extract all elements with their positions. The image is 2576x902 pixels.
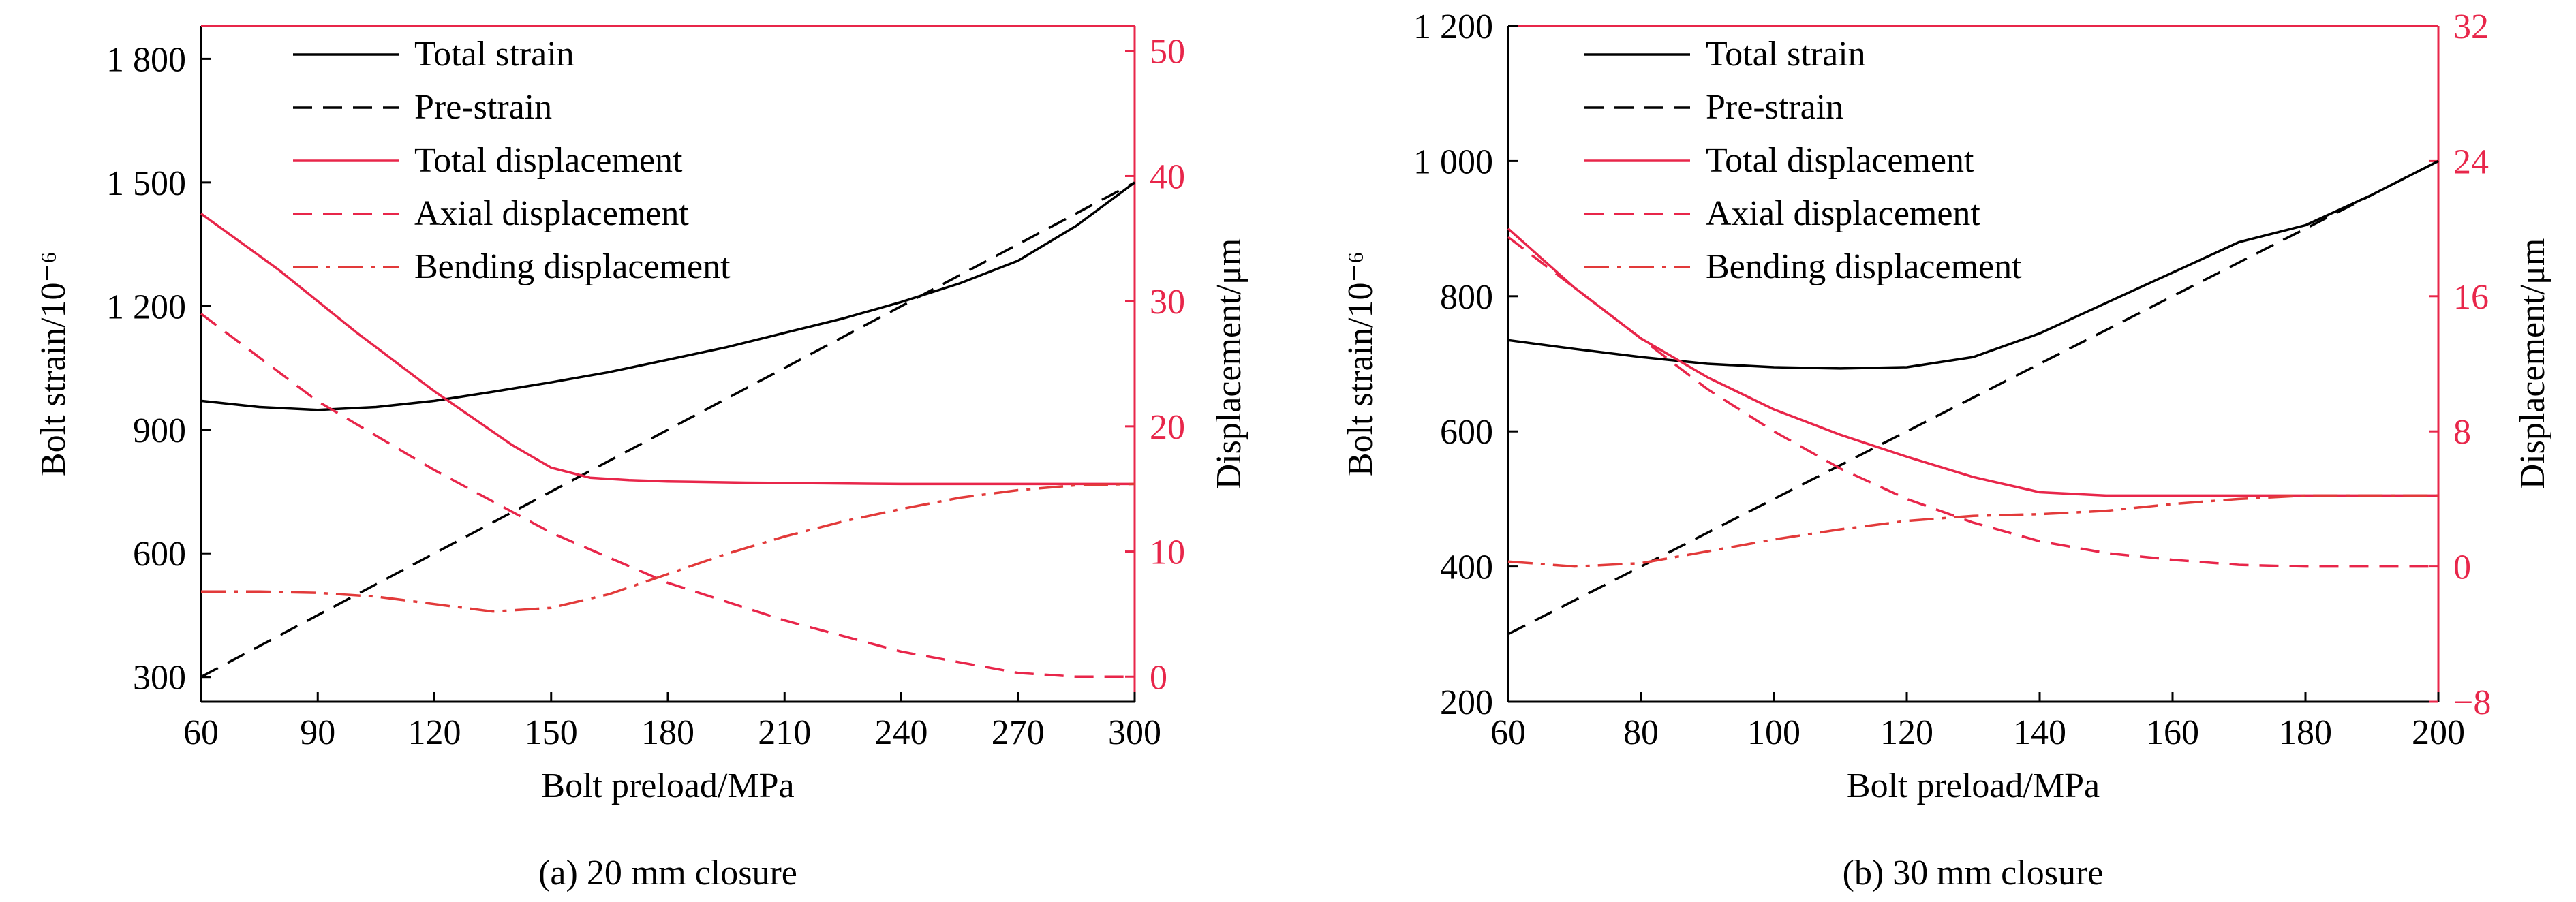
y-right-axis-title: Displacement/μm bbox=[1210, 238, 1248, 490]
x-axis-title: Bolt preload/MPa bbox=[541, 766, 794, 805]
y-right-tick-label: −8 bbox=[2453, 683, 2491, 722]
y-left-tick-label: 900 bbox=[133, 411, 186, 450]
series-pre-strain-line bbox=[200, 181, 1135, 679]
series-bending-displacement-line bbox=[201, 482, 1135, 613]
y-right-tick-label: 50 bbox=[1150, 33, 1185, 72]
y-right-tick-label: 0 bbox=[2453, 548, 2471, 587]
legend: Total strain Pre-strain Total displacement… bbox=[1584, 35, 2022, 286]
y-left-tick-label: 400 bbox=[1440, 548, 1493, 587]
series-axial-displacement-line bbox=[200, 313, 1135, 679]
x-tick-label: 300 bbox=[1108, 713, 1161, 752]
legend-label: Pre-strain bbox=[1706, 88, 1843, 127]
y-left-tick-label: 1 200 bbox=[106, 287, 186, 326]
x-tick-label: 120 bbox=[408, 713, 461, 752]
x-tick-label: 160 bbox=[2146, 713, 2199, 752]
y-right-axis-title: Displacement/μm bbox=[2513, 238, 2552, 490]
y-left-axis-title: Bolt strain/10⁻⁶ bbox=[1341, 251, 1380, 476]
panel-caption: (b) 30 mm closure bbox=[1843, 854, 2104, 892]
legend-label: Axial displacement bbox=[1706, 194, 1980, 233]
y-left-tick-label: 1 200 bbox=[1413, 7, 1493, 46]
x-tick-label: 140 bbox=[2013, 713, 2066, 752]
y-left-tick-label: 600 bbox=[1440, 413, 1493, 452]
y-right-tick-label: 16 bbox=[2453, 278, 2489, 317]
x-tick-label: 270 bbox=[992, 713, 1045, 752]
x-tick-label: 180 bbox=[2279, 713, 2332, 752]
series-pre-strain-line bbox=[1507, 159, 2439, 636]
y-left-tick-label: 1 800 bbox=[106, 40, 186, 79]
legend: Total strain Pre-strain Total displacement… bbox=[293, 35, 731, 286]
y-left-tick-label: 1 000 bbox=[1413, 142, 1493, 181]
y-right-tick-label: 0 bbox=[1150, 658, 1167, 697]
y-right-tick-label: 40 bbox=[1150, 157, 1185, 196]
x-tick-label: 240 bbox=[875, 713, 928, 752]
y-left-tick-label: 200 bbox=[1440, 683, 1493, 722]
y-left-tick-label: 300 bbox=[133, 659, 186, 698]
x-axis-title: Bolt preload/MPa bbox=[1847, 766, 2100, 805]
legend-label: Total strain bbox=[414, 35, 574, 74]
x-tick-label: 200 bbox=[2412, 713, 2465, 752]
legend-label: Total displacement bbox=[1706, 141, 1974, 180]
legend-label: Total strain bbox=[1706, 35, 1866, 74]
y-right-tick-label: 30 bbox=[1150, 283, 1185, 322]
y-right-tick-label: 20 bbox=[1150, 408, 1185, 447]
x-tick-label: 80 bbox=[1623, 713, 1659, 752]
series-bending-displacement-line bbox=[1507, 494, 2438, 568]
x-tick-label: 100 bbox=[1747, 713, 1800, 752]
legend-label: Bending displacement bbox=[1706, 247, 2022, 286]
y-left-tick-label: 1 500 bbox=[106, 164, 186, 203]
legend-label: Bending displacement bbox=[414, 247, 731, 286]
x-tick-label: 210 bbox=[758, 713, 811, 752]
x-tick-label: 60 bbox=[183, 713, 219, 752]
series-axial-displacement-line bbox=[1507, 236, 2438, 568]
x-tick-label: 120 bbox=[1880, 713, 1933, 752]
series-total-strain-line bbox=[200, 181, 1136, 411]
x-tick-label: 90 bbox=[300, 713, 335, 752]
y-right-tick-label: 10 bbox=[1150, 533, 1185, 572]
y-right-tick-label: 32 bbox=[2453, 7, 2489, 46]
y-right-tick-label: 8 bbox=[2453, 413, 2471, 452]
y-right-tick-label: 24 bbox=[2453, 142, 2489, 181]
series-total-strain-line bbox=[1507, 159, 2439, 370]
y-left-axis-title: Bolt strain/10⁻⁶ bbox=[34, 251, 73, 476]
x-tick-label: 150 bbox=[525, 713, 578, 752]
x-tick-label: 180 bbox=[641, 713, 694, 752]
series-total-displacement-line bbox=[200, 213, 1135, 486]
legend-label: Axial displacement bbox=[414, 194, 689, 233]
legend-label: Total displacement bbox=[414, 141, 683, 180]
panel-caption: (a) 20 mm closure bbox=[538, 854, 797, 892]
legend-label: Pre-strain bbox=[414, 88, 552, 127]
x-tick-label: 60 bbox=[1490, 713, 1526, 752]
y-left-tick-label: 600 bbox=[133, 535, 186, 574]
y-left-tick-label: 800 bbox=[1440, 278, 1493, 317]
